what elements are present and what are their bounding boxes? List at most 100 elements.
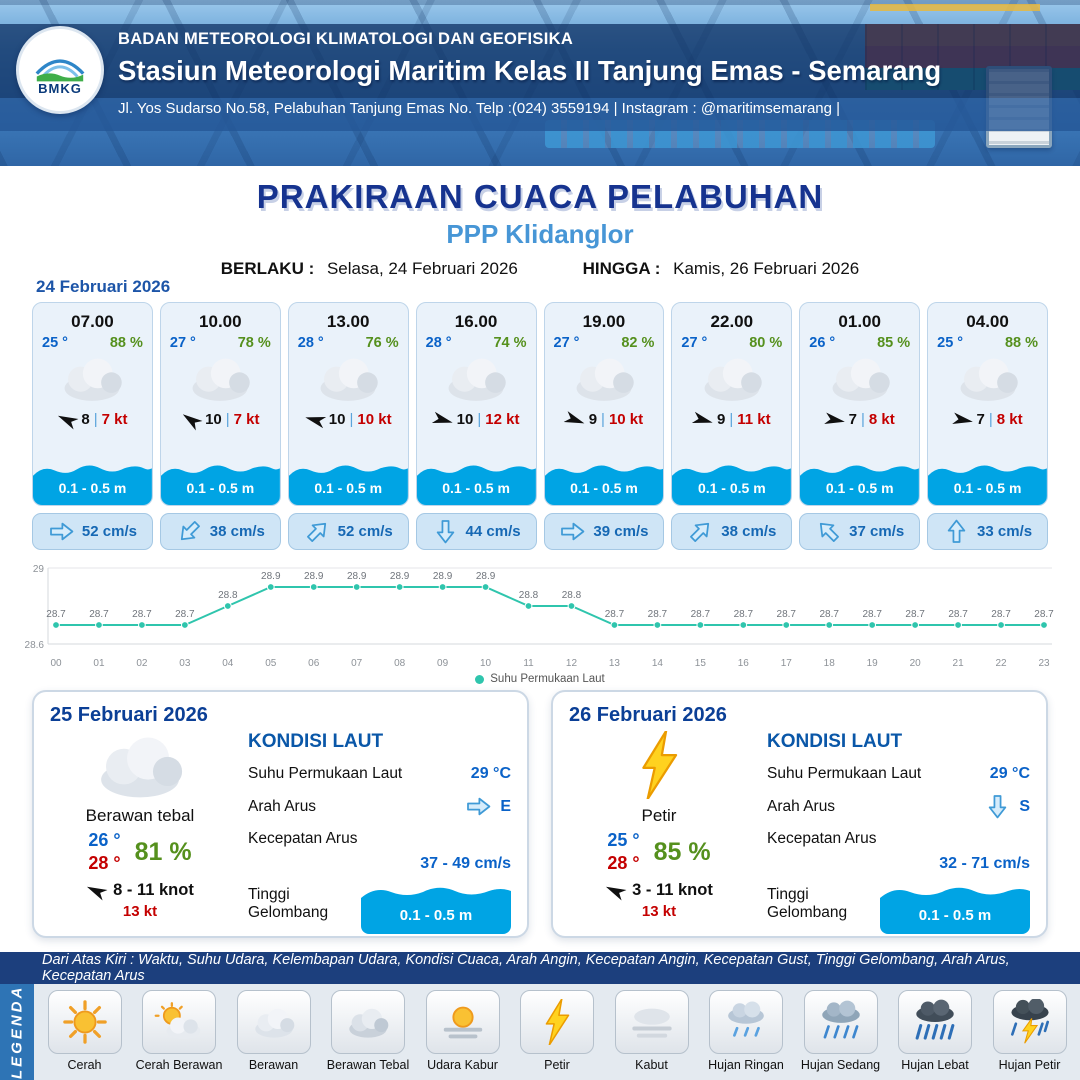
wind-range: 3 - 11 knot: [632, 881, 713, 899]
wave-height-row: Tinggi Gelombang 0.1 - 0.5 m: [767, 886, 1030, 934]
wave-height-band: 0.1 - 0.5 m: [160, 459, 280, 505]
wind-separator: |: [225, 411, 230, 428]
legend-icon-tile: [803, 990, 878, 1054]
wind-row: 8 | 7 kt: [33, 411, 152, 428]
wind-speed: 10: [205, 411, 222, 428]
svg-text:11: 11: [523, 658, 534, 669]
wave-height-value: 0.1 - 0.5 m: [186, 480, 255, 496]
legend-icon-tile: [520, 990, 594, 1054]
weather-icon: [60, 999, 110, 1045]
temp-humidity-row: 25 ° 88 %: [33, 335, 152, 351]
wave-shape: [160, 465, 280, 505]
forecast-card-column: 22.00 27 ° 80 % 9 | 11 kt: [671, 302, 793, 550]
sst-value: 29 °C: [989, 765, 1030, 782]
legend-label: Cerah Berawan: [135, 1058, 223, 1072]
weather-icon: [1005, 999, 1055, 1045]
page-title: PRAKIRAAN CUACA PELABUHAN: [256, 178, 824, 215]
legend-label: Cerah: [67, 1058, 102, 1072]
forecast-card: 13.00 28 ° 76 % 10 | 10 kt: [287, 302, 409, 506]
humidity-value: 82 %: [621, 335, 655, 351]
wind-gust: 11 kt: [737, 411, 771, 428]
temperature-stack: 25 ° 28 °: [607, 830, 639, 874]
humidity-value: 80 %: [749, 335, 783, 351]
wave-shape: [928, 465, 1047, 505]
humidity-value: 88 %: [1004, 335, 1038, 351]
wave-height-value: 0.1 - 0.5 m: [918, 907, 992, 924]
wave-height-value: 0.1 - 0.5 m: [825, 480, 894, 496]
hingga-value: Kamis, 26 Februari 2026: [673, 259, 860, 278]
legend-icon-tile: [614, 990, 689, 1054]
svg-text:15: 15: [695, 658, 707, 669]
sea-condition-title: KONDISI LAUT: [248, 731, 384, 752]
forecast-card: 10.00 27 ° 78 % 10 | 7 kt: [159, 302, 281, 506]
legend-icon-tile: [47, 990, 122, 1054]
legend-note-bar: Dari Atas Kiri : Waktu, Suhu Udara, Kele…: [0, 952, 1080, 984]
legend-icon-tile: [425, 990, 500, 1054]
header-overlay-band: [0, 24, 1080, 98]
legend-item: Cerah: [41, 990, 129, 1080]
legend-label: Hujan Petir: [998, 1058, 1061, 1072]
weather-icon: [721, 999, 771, 1045]
sea-condition-column: KONDISI LAUT Suhu Permukaan Laut 29 °C A…: [230, 731, 511, 934]
svg-text:28.9: 28.9: [433, 571, 453, 582]
air-temperature: 26 °: [809, 335, 836, 351]
wind-separator: |: [93, 411, 98, 428]
wave-height-value: 0.1 - 0.5 m: [442, 480, 510, 496]
sst-chart-section: 29 28.6 28.7 00 28.7 01 28.7 02 28.7 03 28.8 04 28.9…: [20, 552, 1060, 685]
current-direction-label: Arah Arus: [767, 797, 836, 815]
legend-item: Hujan Lebat: [891, 990, 979, 1080]
forecast-card-column: 13.00 28 ° 76 % 10 | 10 kt: [287, 302, 409, 550]
air-temperature: 25 °: [42, 335, 68, 351]
wind-direction-icon: [951, 411, 973, 428]
wind-gust: 7 kt: [233, 411, 260, 428]
wind-speed: 7: [976, 411, 985, 428]
wind-row: 10 | 7 kt: [161, 411, 280, 428]
wind-speed: 9: [717, 411, 726, 428]
current-direction-icon: [435, 518, 456, 545]
wave-shape: [880, 887, 1030, 934]
temp-humidity-row: 27 ° 78 %: [161, 335, 280, 351]
svg-text:19: 19: [867, 658, 879, 669]
svg-text:28.7: 28.7: [175, 609, 195, 620]
sst-row: Suhu Permukaan Laut 29 °C: [248, 765, 511, 783]
humidity-value: 85 %: [877, 335, 911, 351]
wind-direction-icon: [692, 410, 715, 429]
day-weather-column: Petir 25 ° 28 ° 85 % 3 - 11 knot: [569, 731, 749, 934]
legend-item: Petir: [513, 990, 601, 1080]
weather-condition-icon: [437, 354, 515, 402]
current-box: 37 cm/s: [799, 513, 921, 550]
forecast-card-column: 16.00 28 ° 74 % 10 | 12 kt: [415, 302, 537, 550]
temp-humidity-row: 25 ° 88 %: [928, 335, 1047, 351]
series-label: Suhu Permukaan Laut: [490, 673, 605, 685]
current-box: 38 cm/s: [159, 513, 281, 550]
agency-name: BADAN METEOROLOGI KLIMATOLOGI DAN GEOFIS…: [118, 30, 574, 48]
svg-text:21: 21: [953, 658, 965, 669]
svg-text:28.7: 28.7: [862, 609, 882, 620]
title-section: PRAKIRAAN CUACA PELABUHAN PPP Klidanglor…: [0, 166, 1080, 279]
svg-text:22: 22: [995, 658, 1007, 669]
humidity-value: 74 %: [493, 335, 527, 351]
validity-line: BERLAKU : Selasa, 24 Februari 2026 HINGG…: [0, 259, 1080, 279]
forecast-time: 19.00: [582, 312, 626, 331]
current-speed: 52 cm/s: [81, 523, 137, 540]
wind-separator: |: [601, 411, 605, 428]
humidity-value: 78 %: [237, 335, 271, 351]
svg-text:28.7: 28.7: [132, 609, 152, 620]
current-direction-icon: [684, 515, 718, 549]
wind-row: 10 | 12 kt: [417, 411, 536, 428]
header-banner: BMKG BADAN METEOROLOGI KLIMATOLOGI DAN G…: [0, 0, 1080, 166]
weather-icon: [343, 999, 393, 1045]
legend-label: Kabut: [635, 1058, 668, 1072]
chart-legend: Suhu Permukaan Laut: [20, 673, 1060, 685]
svg-text:28.7: 28.7: [948, 609, 968, 620]
wind-row: 3 - 11 knot: [569, 881, 749, 900]
sst-value: 29 °C: [470, 765, 511, 782]
current-box: 52 cm/s: [287, 513, 409, 550]
forecast-card: 22.00 27 ° 80 % 9 | 11 kt: [671, 302, 793, 506]
wind-row: 10 | 10 kt: [289, 411, 408, 428]
current-direction-icon: [812, 515, 846, 549]
weather-icon: [438, 999, 488, 1045]
current-speed: 52 cm/s: [337, 523, 393, 540]
temp-max: 28 °: [88, 853, 121, 873]
wind-separator: |: [988, 411, 993, 428]
